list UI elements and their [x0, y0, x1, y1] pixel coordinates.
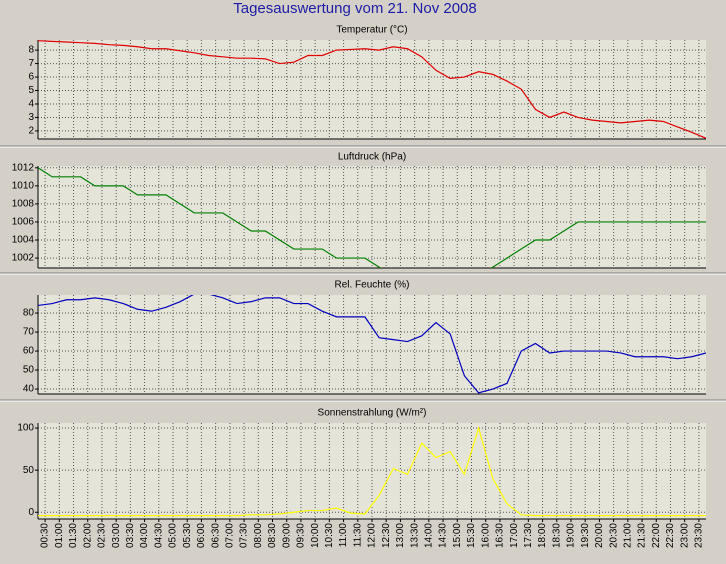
data-line: [38, 167, 706, 268]
x-tick-label: 11:30: [352, 523, 363, 548]
y-tick-label: 4: [28, 99, 34, 110]
x-tick-label: 14:30: [438, 523, 449, 548]
y-tick-label: 1002: [12, 253, 35, 264]
x-tick-label: 16:30: [495, 523, 506, 548]
x-tick-label: 15:30: [466, 523, 477, 548]
x-tick-label: 11:00: [338, 523, 349, 548]
x-tick-label: 06:30: [210, 523, 221, 548]
x-tick-label: 16:00: [480, 523, 491, 548]
x-tick-label: 09:00: [281, 523, 292, 548]
y-tick-label: 3: [28, 112, 34, 123]
x-tick-label: 15:00: [452, 523, 463, 548]
x-tick-label: 13:00: [395, 523, 406, 548]
y-tick-label: 60: [23, 346, 35, 357]
x-tick-label: 20:30: [608, 523, 619, 548]
data-line: [38, 40, 706, 139]
x-tick-label: 12:00: [367, 523, 378, 548]
x-tick-label: 06:00: [196, 523, 207, 548]
x-tick-label: 13:30: [409, 523, 420, 548]
x-tick-label: 17:30: [523, 523, 534, 548]
x-tick-label: 01:00: [54, 523, 65, 548]
y-tick-label: 1012: [12, 162, 35, 173]
x-tick-label: 03:30: [125, 523, 136, 548]
y-tick-label: 40: [23, 384, 35, 395]
x-tick-label: 05:30: [182, 523, 193, 548]
x-tick-label: 07:00: [225, 523, 236, 548]
x-tick-label: 21:00: [622, 523, 633, 548]
panel-title: Rel. Feuchte (%): [334, 280, 409, 291]
x-tick-label: 12:30: [381, 523, 392, 548]
y-tick-label: 6: [28, 72, 34, 83]
x-tick-label: 08:00: [253, 523, 264, 548]
y-tick-label: 7: [28, 58, 34, 69]
plot-area: [38, 295, 706, 394]
x-tick-label: 19:00: [566, 523, 577, 548]
y-tick-label: 0: [28, 507, 34, 518]
x-tick-label: 02:00: [82, 523, 93, 548]
x-tick-label: 05:00: [168, 523, 179, 548]
y-tick-label: 100: [17, 423, 34, 434]
x-tick-label: 19:30: [580, 523, 591, 548]
x-tick-label: 14:00: [423, 523, 434, 548]
x-tick-label: 04:00: [139, 523, 150, 548]
x-tick-label: 17:00: [509, 523, 520, 548]
x-tick-label: 01:30: [68, 523, 79, 548]
x-tick-label: 02:30: [97, 523, 108, 548]
x-tick-label: 23:00: [679, 523, 690, 548]
y-tick-label: 50: [23, 365, 35, 376]
panel-title: Sonnenstrahlung (W/m²): [318, 408, 427, 419]
plot-area: [38, 40, 706, 139]
y-tick-label: 50: [23, 465, 35, 476]
x-tick-label: 21:30: [637, 523, 648, 548]
x-tick-label: 18:00: [537, 523, 548, 548]
y-tick-label: 70: [23, 327, 35, 338]
panel-title: Luftdruck (hPa): [338, 152, 406, 163]
y-tick-label: 1004: [12, 235, 35, 246]
x-tick-label: 22:00: [651, 523, 662, 548]
x-tick-label: 00:30: [40, 523, 51, 548]
x-tick-label: 09:30: [296, 523, 307, 548]
y-tick-label: 5: [28, 85, 34, 96]
x-tick-label: 10:30: [324, 523, 335, 548]
data-line: [38, 295, 706, 394]
y-tick-label: 2: [28, 126, 34, 137]
x-tick-label: 03:00: [111, 523, 122, 548]
data-line: [38, 425, 706, 517]
y-tick-label: 1008: [12, 199, 35, 210]
x-tick-label: 08:30: [267, 523, 278, 548]
x-tick-label: 07:30: [239, 523, 250, 548]
y-tick-label: 1006: [12, 217, 35, 228]
y-tick-label: 80: [23, 308, 35, 319]
x-tick-label: 20:00: [594, 523, 605, 548]
panel-title: Temperatur (°C): [336, 25, 407, 36]
page-title: Tagesauswertung vom 21. Nov 2008: [233, 0, 476, 17]
x-tick-label: 22:30: [665, 523, 676, 548]
y-tick-label: 8: [28, 45, 34, 56]
x-tick-label: 18:30: [551, 523, 562, 548]
x-tick-label: 23:30: [694, 523, 705, 548]
y-tick-label: 1010: [12, 180, 35, 191]
x-tick-label: 10:00: [310, 523, 321, 548]
x-tick-label: 04:30: [153, 523, 164, 548]
